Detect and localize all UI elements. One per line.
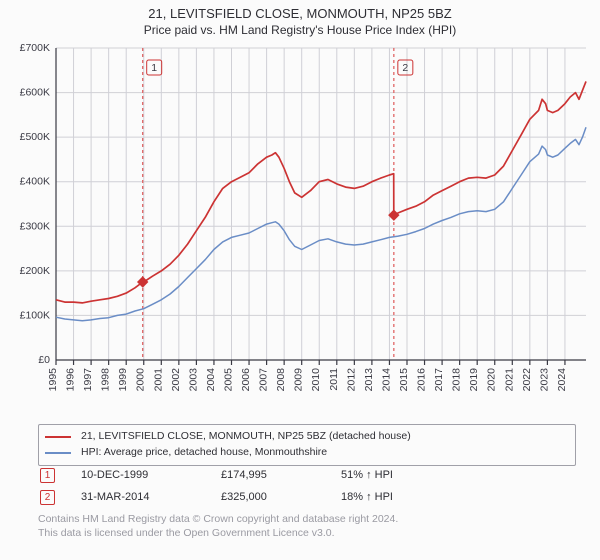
svg-text:1996: 1996 (65, 368, 77, 392)
sale-row: 1 10-DEC-1999 £174,995 51% ↑ HPI (38, 464, 562, 486)
chart: £0 £100K £200K £300K £400K £500K £600K £700K 199… (0, 42, 600, 420)
sale-marker-box: 2 (40, 490, 55, 505)
footer: Contains HM Land Registry data © Crown c… (38, 512, 562, 540)
sale-date: 31-MAR-2014 (81, 491, 221, 503)
legend-row-hpi: HPI: Average price, detached house, Monm… (45, 445, 569, 461)
svg-text:2015: 2015 (398, 368, 410, 392)
svg-text:£300K: £300K (20, 220, 50, 232)
footer-line: Contains HM Land Registry data © Crown c… (38, 512, 562, 526)
legend: 21, LEVITSFIELD CLOSE, MONMOUTH, NP25 5B… (38, 424, 576, 466)
sale-price: £325,000 (221, 491, 341, 503)
svg-text:2019: 2019 (468, 368, 480, 392)
chart-svg: £0 £100K £200K £300K £400K £500K £600K £700K 199… (0, 42, 600, 420)
svg-text:£100K: £100K (20, 309, 50, 321)
svg-text:2009: 2009 (293, 368, 305, 392)
svg-text:2001: 2001 (152, 368, 164, 392)
svg-text:2021: 2021 (503, 368, 515, 392)
sale-marker-box: 1 (40, 468, 55, 483)
svg-text:1: 1 (151, 62, 157, 74)
sale-price: £174,995 (221, 469, 341, 481)
legend-row-subject: 21, LEVITSFIELD CLOSE, MONMOUTH, NP25 5B… (45, 429, 569, 445)
sale-hpi: 51% ↑ HPI (341, 469, 461, 481)
sale-row: 2 31-MAR-2014 £325,000 18% ↑ HPI (38, 486, 562, 508)
svg-text:2023: 2023 (538, 368, 550, 392)
legend-label-hpi: HPI: Average price, detached house, Monm… (81, 445, 327, 461)
svg-text:2022: 2022 (521, 368, 533, 392)
legend-label-subject: 21, LEVITSFIELD CLOSE, MONMOUTH, NP25 5B… (81, 429, 411, 445)
svg-text:£600K: £600K (20, 87, 50, 99)
sale-date: 10-DEC-1999 (81, 469, 221, 481)
svg-text:1998: 1998 (100, 368, 112, 392)
legend-swatch-hpi (45, 452, 71, 454)
legend-swatch-subject (45, 436, 71, 438)
svg-text:£700K: £700K (20, 42, 50, 54)
sales-table: 1 10-DEC-1999 £174,995 51% ↑ HPI 2 31-MA… (38, 464, 562, 508)
svg-text:2007: 2007 (258, 368, 270, 392)
footer-line: This data is licensed under the Open Gov… (38, 526, 562, 540)
titles: 21, LEVITSFIELD CLOSE, MONMOUTH, NP25 5B… (0, 0, 600, 37)
svg-text:2024: 2024 (556, 368, 568, 392)
svg-text:2: 2 (402, 62, 408, 74)
svg-text:£0: £0 (38, 354, 50, 366)
svg-text:2000: 2000 (135, 368, 147, 392)
svg-text:2005: 2005 (222, 368, 234, 392)
svg-text:2011: 2011 (328, 368, 340, 391)
svg-text:2017: 2017 (433, 368, 445, 392)
svg-text:2012: 2012 (345, 368, 357, 392)
svg-text:2020: 2020 (486, 368, 498, 392)
svg-text:£500K: £500K (20, 131, 50, 143)
title-sub: Price paid vs. HM Land Registry's House … (0, 23, 600, 37)
svg-text:£200K: £200K (20, 265, 50, 277)
svg-text:1997: 1997 (82, 368, 94, 392)
chart-page: 21, LEVITSFIELD CLOSE, MONMOUTH, NP25 5B… (0, 0, 600, 560)
svg-text:1995: 1995 (47, 368, 59, 392)
sale-marker-num: 1 (45, 470, 51, 481)
title-main: 21, LEVITSFIELD CLOSE, MONMOUTH, NP25 5B… (0, 6, 600, 21)
svg-text:2003: 2003 (187, 368, 199, 392)
svg-text:2016: 2016 (416, 368, 428, 392)
svg-text:2006: 2006 (240, 368, 252, 392)
svg-text:£400K: £400K (20, 176, 50, 188)
sale-hpi: 18% ↑ HPI (341, 491, 461, 503)
svg-text:2008: 2008 (275, 368, 287, 392)
svg-text:2018: 2018 (451, 368, 463, 392)
svg-text:2004: 2004 (205, 368, 217, 392)
svg-text:2002: 2002 (170, 368, 182, 392)
svg-text:2013: 2013 (363, 368, 375, 392)
sale-marker-num: 2 (45, 492, 51, 503)
svg-text:1999: 1999 (117, 368, 129, 392)
svg-text:2010: 2010 (310, 368, 322, 392)
svg-text:2014: 2014 (380, 368, 392, 392)
